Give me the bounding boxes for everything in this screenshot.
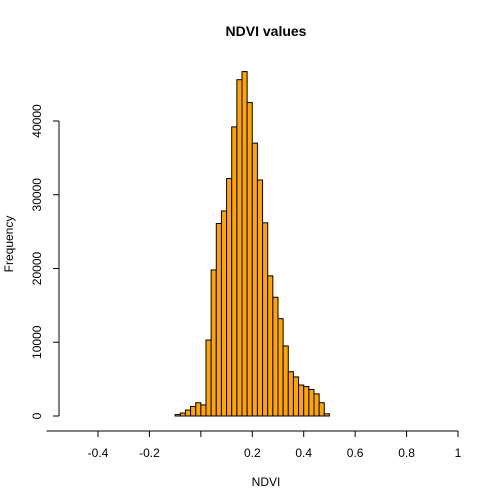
- histogram-bar: [277, 318, 284, 417]
- histogram-bar: [215, 223, 222, 417]
- y-axis: 0 10000 20000 30000 40000: [30, 104, 60, 419]
- histogram-bar: [246, 102, 253, 417]
- histogram-bar: [226, 178, 233, 417]
- x-tick-label: 0.2: [244, 446, 261, 460]
- x-tick-label: -0.4: [88, 446, 109, 460]
- histogram-bar: [323, 413, 330, 417]
- y-tick-label: 40000: [30, 104, 44, 138]
- histogram-bar: [272, 296, 279, 417]
- y-axis-label: Frequency: [2, 216, 16, 273]
- histogram-bar: [308, 388, 315, 417]
- histogram-bar: [205, 339, 212, 417]
- histogram-bar: [298, 384, 305, 417]
- histogram-bar: [220, 210, 228, 417]
- histogram-bar: [210, 269, 217, 417]
- histogram-bar: [256, 179, 264, 417]
- histogram-bar: [287, 371, 294, 417]
- x-tick-label: 0.8: [398, 446, 415, 460]
- histogram-bars: [174, 71, 330, 417]
- histogram-bar: [195, 402, 202, 417]
- histogram-bar: [318, 402, 325, 417]
- y-tick-label: 30000: [30, 178, 44, 212]
- histogram-bar: [262, 222, 269, 417]
- x-axis: -0.4 -0.2 0.2 0.4 0.6 0.8 1: [46, 430, 462, 460]
- histogram-bar: [231, 126, 238, 417]
- x-tick-label: 0.4: [295, 446, 312, 460]
- x-axis-label: NDVI: [252, 475, 281, 489]
- chart-title: NDVI values: [226, 23, 307, 39]
- histogram-bar: [267, 275, 274, 417]
- histogram-bar: [251, 142, 258, 417]
- x-tick-label: 0.6: [347, 446, 364, 460]
- histogram-bar: [292, 376, 300, 417]
- histogram-bar: [190, 405, 197, 417]
- histogram-bar: [184, 409, 192, 417]
- histogram-bar: [303, 386, 310, 417]
- y-tick-label: 20000: [30, 251, 44, 285]
- histogram-bar: [236, 79, 243, 417]
- histogram-bar: [179, 412, 186, 417]
- histogram-bar: [241, 71, 248, 417]
- histogram-bar: [200, 404, 207, 417]
- x-tick-label: -0.2: [139, 446, 160, 460]
- y-tick-label: 10000: [30, 325, 44, 359]
- histogram-bar: [313, 393, 320, 417]
- y-tick-label: 0: [30, 412, 44, 419]
- histogram-bar: [174, 414, 181, 417]
- histogram-bar: [282, 345, 289, 417]
- x-tick-label: 1: [455, 446, 462, 460]
